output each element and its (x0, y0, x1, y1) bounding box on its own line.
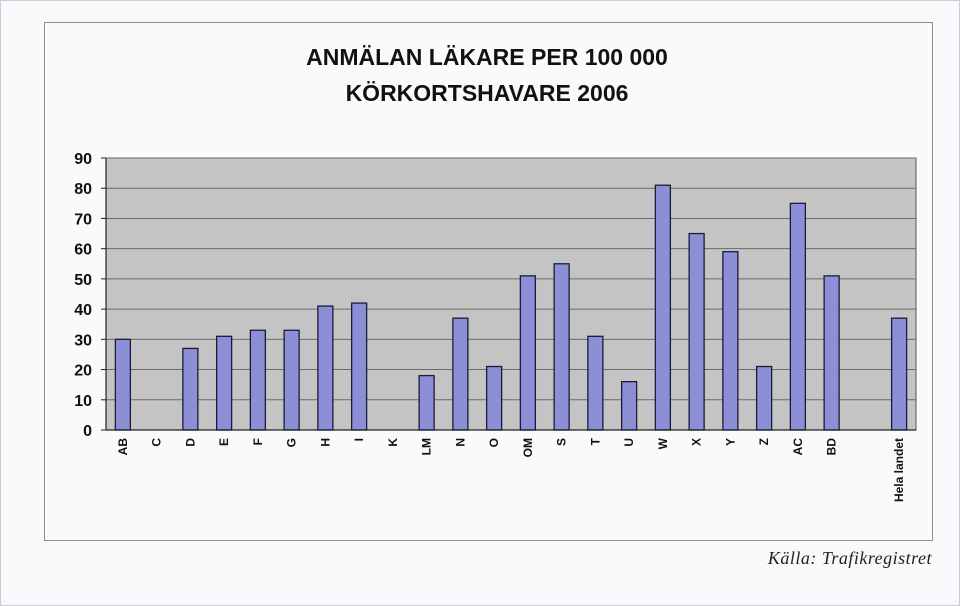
x-tick-label: E (217, 438, 231, 446)
y-tick-label: 50 (74, 272, 92, 289)
x-tick-label: AB (116, 438, 130, 456)
x-tick-label: G (285, 438, 299, 447)
x-tick-label: U (622, 438, 636, 447)
bar-z (755, 365, 773, 431)
bar-o (485, 365, 503, 431)
y-tick-label: 0 (83, 423, 92, 440)
x-tick-label: H (318, 438, 332, 447)
x-tick-label: BD (825, 438, 839, 456)
plot-background (105, 157, 917, 431)
y-tick-label: 20 (74, 363, 92, 380)
plot-area (105, 157, 917, 431)
bar-n (452, 317, 469, 431)
source-note: Källa: Trafikregistret (767, 548, 932, 568)
x-tick-label: O (487, 438, 501, 447)
bar-ab (114, 338, 132, 431)
y-tick-label: 10 (74, 393, 92, 410)
x-tick-label: C (150, 438, 164, 447)
bar-w (654, 184, 672, 431)
x-tick-label: I (352, 438, 366, 441)
bar-hela-landet (890, 317, 908, 431)
bar-s (553, 263, 570, 431)
y-axis: 0 10 20 30 40 50 60 70 80 90 (74, 151, 107, 440)
chart-title: ANMÄLAN LÄKARE PER 100 000 (306, 44, 668, 70)
bars (114, 184, 908, 431)
bar-u (620, 380, 638, 431)
x-tick-label: S (555, 438, 569, 446)
x-tick-label: Y (723, 438, 737, 446)
x-tick-label: N (453, 438, 467, 447)
bar-lm (418, 374, 435, 431)
x-tick-label: T (588, 437, 602, 445)
bar-y (722, 251, 739, 431)
bar-om (519, 275, 537, 431)
x-tick-label: OM (521, 438, 535, 457)
x-tick-label: W (656, 437, 670, 449)
y-tick-label: 40 (74, 302, 92, 319)
bar-ac (789, 202, 807, 431)
bar-x (688, 232, 705, 431)
bar-g (283, 329, 300, 431)
x-tick-label: F (251, 438, 265, 445)
bar-i (350, 302, 368, 431)
x-tick-label: X (690, 438, 704, 446)
bar-e (215, 335, 233, 431)
y-tick-label: 90 (74, 151, 92, 168)
chart-subtitle: KÖRKORTSHAVARE 2006 (346, 80, 629, 106)
x-axis: AB C D E F G H I K LM N O OM S T U W X Y Z AC BD Hela landet (106, 429, 916, 502)
x-tick-label: Z (757, 438, 771, 445)
x-tick-label: LM (420, 438, 434, 455)
x-tick-label: K (386, 438, 400, 447)
y-tick-label: 80 (74, 181, 92, 198)
y-tick-label: 60 (74, 242, 92, 259)
bar-d (182, 347, 199, 431)
x-tick-label: Hela landet (892, 438, 906, 502)
bar-h (317, 305, 334, 431)
bar-f (249, 329, 267, 431)
x-tick-label: AC (791, 438, 805, 456)
x-tick-label: D (183, 438, 197, 447)
y-tick-label: 30 (74, 332, 92, 349)
y-tick-label: 70 (74, 211, 92, 228)
bar-bd (823, 275, 840, 431)
bar-t (587, 335, 604, 431)
